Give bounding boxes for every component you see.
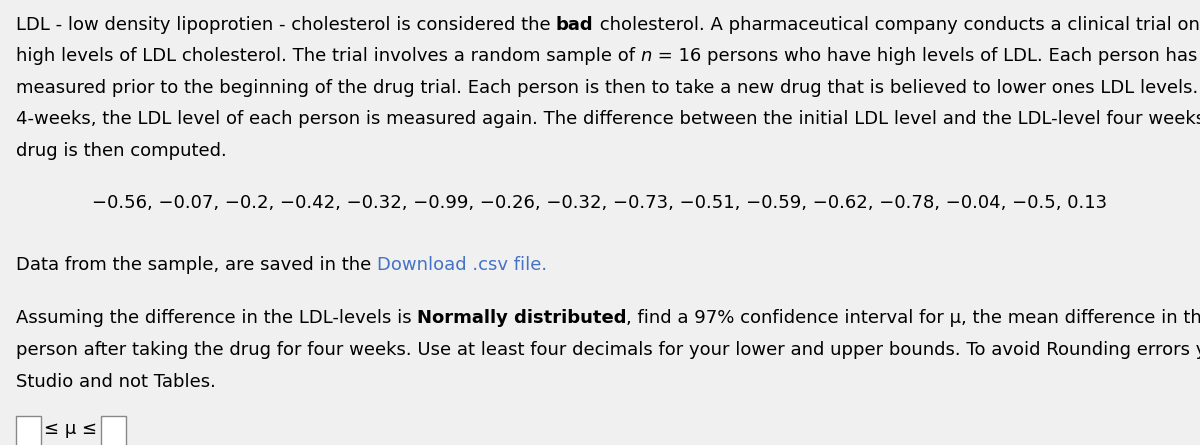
Text: Studio and not Tables.: Studio and not Tables. (16, 372, 216, 391)
Text: Download .csv file.: Download .csv file. (377, 256, 547, 274)
Text: bad: bad (556, 16, 594, 33)
Text: Assuming the difference in the LDL-levels is: Assuming the difference in the LDL-level… (16, 309, 416, 328)
Text: = 16 persons who have high levels of LDL. Each person has their LDL level: = 16 persons who have high levels of LDL… (652, 47, 1200, 65)
Text: LDL - low density lipoprotien - cholesterol is considered the: LDL - low density lipoprotien - choleste… (16, 16, 556, 33)
Text: , find a 97% confidence interval for μ, the mean difference in the LDL-level of : , find a 97% confidence interval for μ, … (626, 309, 1200, 328)
Text: measured prior to the beginning of the drug trial. Each person is then to take a: measured prior to the beginning of the d… (16, 79, 1200, 97)
Text: cholesterol. A pharmaceutical company conducts a clinical trial on people with: cholesterol. A pharmaceutical company co… (594, 16, 1200, 33)
Text: Normally distributed: Normally distributed (416, 309, 626, 328)
Text: −0.56, −0.07, −0.2, −0.42, −0.32, −0.99, −0.26, −0.32, −0.73, −0.51, −0.59, −0.6: −0.56, −0.07, −0.2, −0.42, −0.32, −0.99,… (92, 194, 1108, 212)
Text: high levels of LDL cholesterol. The trial involves a random sample of: high levels of LDL cholesterol. The tria… (16, 47, 641, 65)
Text: person after taking the drug for four weeks. Use at least four decimals for your: person after taking the drug for four we… (16, 341, 1200, 359)
Text: n: n (641, 47, 652, 65)
Text: drug is then computed.: drug is then computed. (16, 142, 227, 160)
Text: Data from the sample, are saved in the: Data from the sample, are saved in the (16, 256, 377, 274)
Text: ≤ μ ≤: ≤ μ ≤ (44, 420, 97, 438)
Text: 4-weeks, the LDL level of each person is measured again. The difference between : 4-weeks, the LDL level of each person is… (16, 110, 1200, 128)
